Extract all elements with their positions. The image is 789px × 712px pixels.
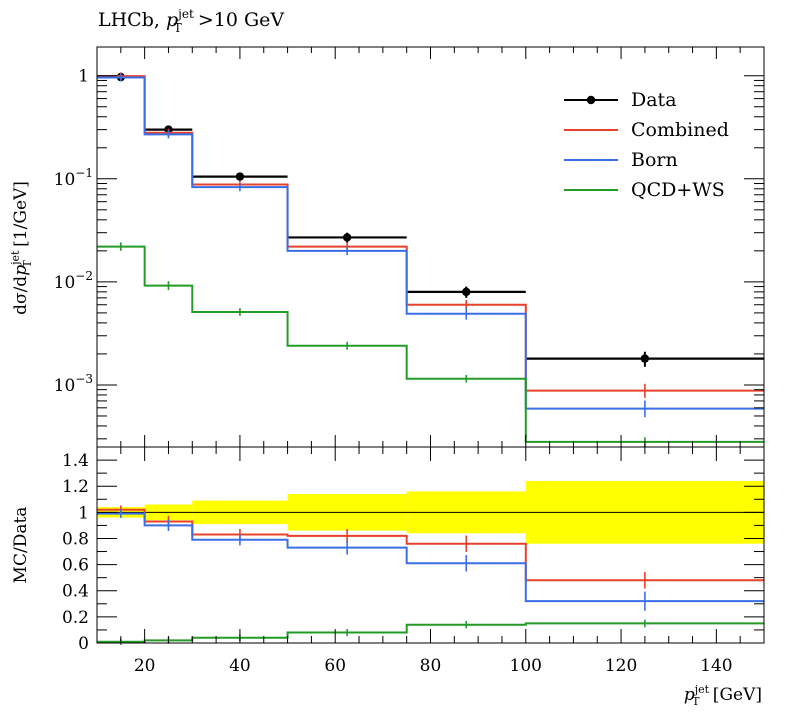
ratio-y-tick-label: 0.8 — [62, 529, 89, 549]
ratio-plot-frame — [96, 446, 765, 644]
top-series-group — [97, 72, 764, 447]
legend-label: Combined — [631, 119, 729, 141]
ratio-y-axis-label: MC/Data — [11, 507, 31, 584]
series-born — [97, 73, 764, 418]
ratio-y-tick-label: 0.4 — [62, 582, 89, 602]
legend-label: Data — [631, 89, 677, 111]
ratio-series-born — [97, 509, 764, 611]
series-data — [97, 72, 764, 367]
data-uncertainty-band — [97, 480, 764, 544]
top-panel: 1 10−1 10−2 10−3 dσ/dpjetT [1/GeV] Data Comb… — [9, 46, 765, 448]
x-tick-label: 120 — [605, 656, 637, 676]
ratio-y-tick-label: 1 — [78, 503, 89, 523]
series-qcd-ws — [97, 242, 764, 447]
x-tick-label: 140 — [700, 656, 732, 676]
data-point — [462, 287, 471, 297]
ratio-y-tick-label: 0.6 — [62, 556, 89, 576]
legend: Data Combined Born QCD+WS — [564, 89, 729, 201]
x-tick-label: 60 — [324, 656, 346, 676]
ratio-y-tick-label: 1.4 — [62, 451, 89, 471]
legend-entry-born: Born — [564, 149, 678, 171]
ratio-y-tick-label: 0.2 — [62, 608, 89, 628]
legend-entry-qcd-ws: QCD+WS — [564, 179, 725, 201]
data-point — [342, 233, 352, 242]
legend-entry-data: Data — [564, 89, 677, 111]
legend-marker — [586, 95, 596, 105]
data-point — [640, 354, 650, 363]
ratio-y-tick-label: 0 — [78, 634, 89, 654]
top-y-tick-label: 10−2 — [54, 269, 93, 293]
top-y-axis-label: dσ/dpjetT [1/GeV] — [9, 181, 34, 315]
data-point — [235, 172, 245, 181]
top-y-tick-label: 10−3 — [54, 372, 93, 396]
x-tick-label: 40 — [229, 656, 251, 676]
top-y-tick-label: 10−1 — [54, 166, 93, 190]
top-axis-group: 1 10−1 10−2 10−3 — [54, 47, 765, 447]
ratio-y-tick-label: 1.2 — [62, 477, 89, 497]
x-tick-label: 20 — [134, 656, 156, 676]
legend-label: Born — [631, 149, 678, 171]
x-axis-label: pjet T [GeV] — [684, 683, 762, 708]
ratio-step-line-born — [97, 512, 764, 603]
step-line-qcd-ws — [97, 245, 764, 443]
ratio-panel: 0 0.2 0.4 0.6 0.8 1 1.2 1.4 20 40 60 80 100 120 140 MC… — [11, 446, 765, 708]
chart-header-label: LHCb, pjet T >10 GeV — [98, 7, 284, 35]
legend-label: QCD+WS — [631, 179, 725, 201]
x-tick-label: 80 — [420, 656, 442, 676]
top-y-tick-label: 1 — [78, 67, 89, 87]
x-tick-label: 100 — [510, 656, 542, 676]
legend-entry-combined: Combined — [564, 119, 729, 141]
step-line-born — [97, 76, 764, 410]
